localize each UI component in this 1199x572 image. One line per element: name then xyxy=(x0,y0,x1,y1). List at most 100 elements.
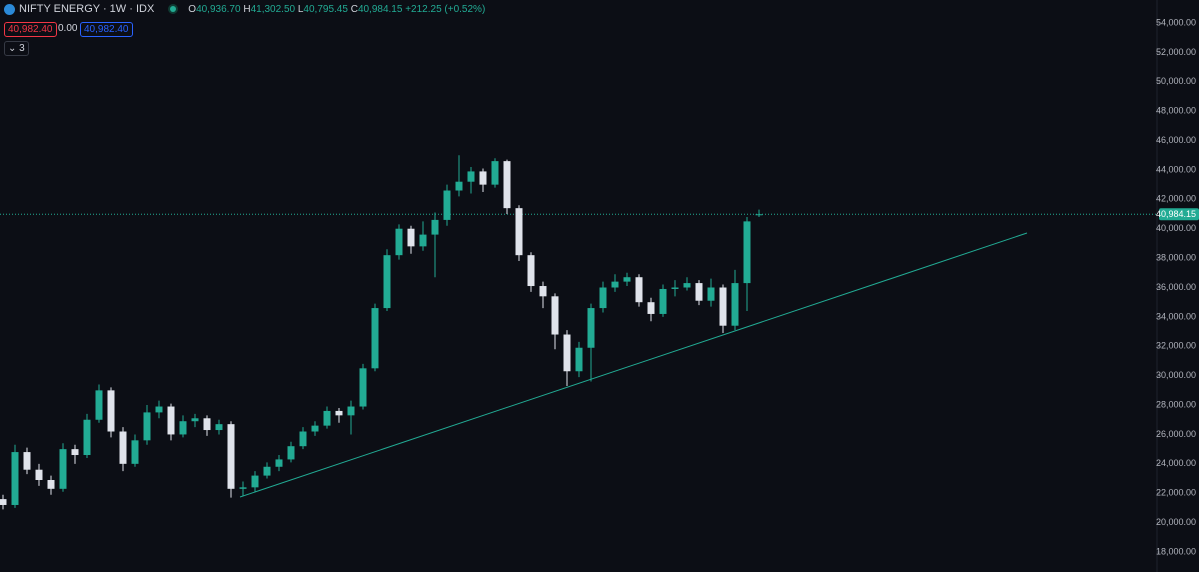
candle-body xyxy=(479,171,487,185)
candle-body xyxy=(119,431,127,464)
high-label: H xyxy=(243,3,251,15)
candle-body xyxy=(527,255,535,287)
candle-body xyxy=(203,418,211,431)
candle-body xyxy=(635,277,643,303)
candle-body xyxy=(659,288,667,314)
candle-body xyxy=(47,479,55,489)
candle-body xyxy=(539,286,547,297)
candle-body xyxy=(179,421,187,435)
y-tick-label: 50,000.00 xyxy=(1156,76,1196,86)
candle-body xyxy=(263,466,271,476)
candle-body xyxy=(383,255,391,309)
candle-body xyxy=(695,283,703,301)
y-tick-label: 54,000.00 xyxy=(1156,17,1196,27)
candle-body xyxy=(431,219,439,235)
open-value: 40,936.70 xyxy=(196,3,241,15)
y-tick-label: 44,000.00 xyxy=(1156,164,1196,174)
open-label: O xyxy=(188,3,197,15)
candle-body xyxy=(563,334,571,372)
candle-body xyxy=(227,424,235,489)
candle-body xyxy=(35,469,43,480)
y-tick-label: 40,000.00 xyxy=(1156,223,1196,233)
y-tick-label: 46,000.00 xyxy=(1156,135,1196,145)
candle-body xyxy=(455,181,463,191)
market-status[interactable] xyxy=(170,6,177,12)
y-tick-label: 34,000.00 xyxy=(1156,311,1196,321)
candle-body xyxy=(311,425,319,432)
candle-body xyxy=(167,406,175,435)
spread: 0.00 xyxy=(58,23,78,34)
y-tick-label: 20,000.00 xyxy=(1156,517,1196,527)
y-tick-label: 18,000.00 xyxy=(1156,546,1196,556)
candle-body xyxy=(143,412,151,441)
candle-body xyxy=(239,487,247,489)
candle-body xyxy=(11,452,19,505)
candle-body xyxy=(587,308,595,348)
candle-body xyxy=(407,228,415,247)
candle-body xyxy=(251,475,259,488)
candle-body xyxy=(395,228,403,256)
candle-body xyxy=(731,283,739,326)
candle-body xyxy=(743,221,751,284)
y-tick-label: 52,000.00 xyxy=(1156,47,1196,57)
indicator-count: 3 xyxy=(19,43,25,54)
legend-bar: NIFTY ENERGY · 1W · IDX O40,936.70 H41,3… xyxy=(4,3,485,15)
change: +212.25 (+0.52%) xyxy=(405,3,486,15)
close-value: 40,984.15 xyxy=(357,3,403,15)
candle-body xyxy=(359,368,367,407)
candle-body xyxy=(191,418,199,422)
trendline xyxy=(239,232,1028,498)
candle-body xyxy=(275,459,283,467)
candle-body xyxy=(551,296,559,335)
y-tick-label: 24,000.00 xyxy=(1156,458,1196,468)
candle-body xyxy=(575,347,583,372)
candle-body xyxy=(23,452,31,470)
candle-body xyxy=(671,287,679,289)
low-label: L xyxy=(297,3,304,15)
candle-body xyxy=(131,440,139,464)
buy-button[interactable]: 40,982.40 xyxy=(80,22,133,37)
candle-body xyxy=(623,277,631,282)
candle-body xyxy=(335,410,343,416)
y-tick-label: 32,000.00 xyxy=(1156,341,1196,351)
last-price-tag xyxy=(1159,208,1199,221)
last-price-label: 40,984.15 xyxy=(1156,209,1196,219)
candle-body xyxy=(155,406,163,413)
candle-body xyxy=(83,419,91,456)
candle-body xyxy=(683,283,691,288)
candle-body xyxy=(707,287,715,301)
y-tick-label: 42,000.00 xyxy=(1156,194,1196,204)
candle-body xyxy=(71,449,79,456)
candle-body xyxy=(491,161,499,185)
y-tick-label: 28,000.00 xyxy=(1156,399,1196,409)
candle-body xyxy=(755,214,763,216)
candle-body xyxy=(611,281,619,288)
y-tick-label: 26,000.00 xyxy=(1156,429,1196,439)
candle-body xyxy=(719,287,727,326)
sell-button[interactable]: 40,982.40 xyxy=(4,22,57,37)
close-label: C xyxy=(350,3,358,15)
candle-body xyxy=(647,302,655,314)
candle-body xyxy=(419,234,427,247)
candle-body xyxy=(287,446,295,460)
low-value: 40,795.45 xyxy=(303,3,348,15)
candle-body xyxy=(443,190,451,220)
candle-body xyxy=(215,424,223,431)
candle-body xyxy=(323,410,331,426)
candle-body xyxy=(599,287,607,309)
y-tick-label: 22,000.00 xyxy=(1156,488,1196,498)
candle-body xyxy=(95,390,103,420)
candle-body xyxy=(347,406,355,416)
y-tick-label: 30,000.00 xyxy=(1156,370,1196,380)
y-tick-label: 36,000.00 xyxy=(1156,282,1196,292)
candle-body xyxy=(0,499,7,505)
symbol[interactable]: NIFTY ENERGY · 1W · IDX xyxy=(19,3,155,15)
candle-body xyxy=(107,390,115,432)
y-tick-label: 38,000.00 xyxy=(1156,252,1196,262)
candle-body xyxy=(503,161,511,209)
candle-body xyxy=(467,171,475,182)
candle-body xyxy=(515,208,523,256)
high-value: 41,302.50 xyxy=(250,3,296,15)
indicators-toggle[interactable]: ⌄ 3 xyxy=(4,41,29,56)
